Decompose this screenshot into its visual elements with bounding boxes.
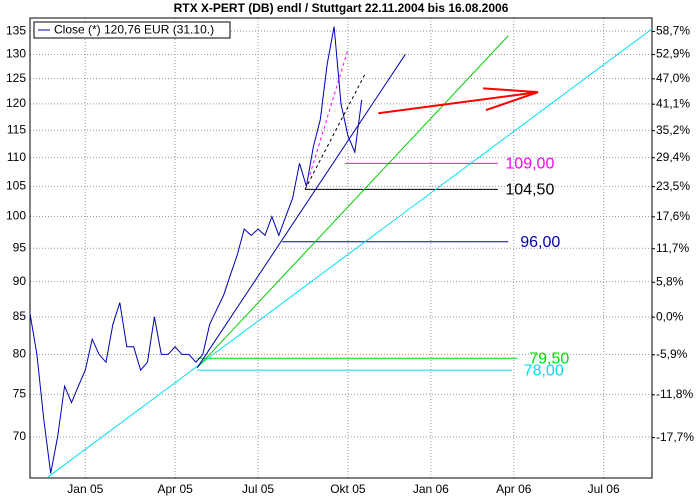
y2-tick-label: 47,0% (656, 71, 690, 85)
level-label: 96,00 (520, 234, 560, 251)
y-tick-label: 130 (6, 47, 26, 61)
y-tick-label: 120 (6, 96, 26, 110)
y2-tick-label: 23,5% (656, 179, 690, 193)
x-tick-label: Jul 06 (588, 482, 620, 496)
y-tick-label: 95 (13, 240, 27, 254)
y-tick-label: 80 (13, 347, 27, 361)
price-line (29, 26, 363, 474)
x-tick-label: Apr 05 (157, 482, 193, 496)
trend-line (304, 73, 366, 190)
x-tick-label: Jan 05 (67, 482, 103, 496)
arrow-line (378, 91, 539, 115)
level-label: 109,00 (505, 156, 554, 173)
legend-label: Close (*) 120,76 EUR (31.10.) (54, 23, 214, 37)
x-tick-label: Apr 06 (496, 482, 532, 496)
y2-tick-label: 29,4% (656, 150, 690, 164)
legend-box (33, 21, 231, 39)
y-tick-label: 70 (13, 429, 27, 443)
y2-tick-label: -17,7% (656, 430, 694, 444)
y2-tick-label: -11,8% (656, 387, 693, 401)
y-tick-label: 85 (13, 309, 27, 323)
y-tick-label: 105 (6, 179, 26, 193)
y-tick-label: 115 (7, 122, 26, 136)
plot-frame (29, 17, 653, 479)
chart-title: RTX X-PERT (DB) endl / Stuttgart 22.11.2… (174, 1, 509, 15)
y2-tick-label: 58,7% (656, 24, 690, 38)
y2-tick-label: 0,0% (656, 309, 684, 323)
trend-line (196, 54, 406, 368)
y2-tick-label: 17,6% (656, 209, 690, 223)
y2-tick-label: 41,1% (656, 96, 690, 110)
y-tick-label: 90 (13, 274, 27, 288)
y2-tick-label: -5,9% (656, 347, 688, 361)
x-tick-label: Jan 06 (413, 482, 449, 496)
y-tick-label: 110 (7, 150, 26, 164)
y-tick-label: 125 (6, 71, 26, 85)
y-tick-label: 75 (13, 386, 27, 400)
trend-line (47, 28, 653, 478)
y-tick-label: 135 (6, 23, 26, 37)
y2-tick-label: 5,8% (656, 274, 684, 288)
trend-line (309, 49, 349, 175)
y2-tick-label: 35,2% (656, 123, 690, 137)
x-tick-label: Jul 05 (242, 482, 274, 496)
y-tick-label: 100 (6, 209, 26, 223)
y2-tick-label: 11,7% (656, 241, 689, 255)
x-tick-label: Okt 05 (330, 482, 366, 496)
level-label: 104,50 (505, 182, 554, 199)
y2-tick-label: 52,9% (656, 47, 690, 61)
level-label: 78,00 (524, 362, 564, 379)
trend-line (196, 35, 509, 369)
arrow-head (483, 87, 539, 112)
level-label: 79,50 (529, 351, 569, 368)
